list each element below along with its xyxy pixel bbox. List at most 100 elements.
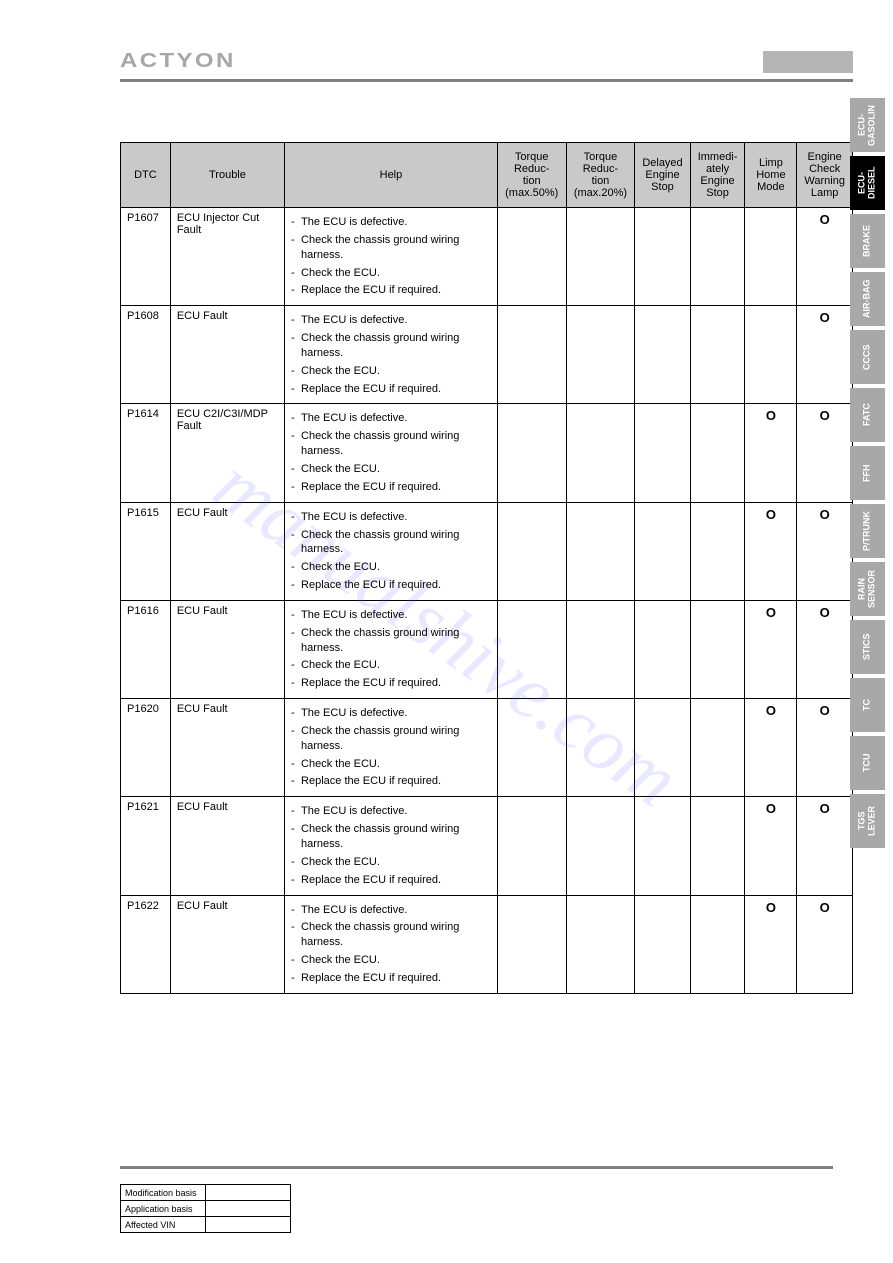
- trouble-cell: ECU Fault: [170, 895, 284, 993]
- help-item: Replace the ECU if required.: [291, 774, 491, 789]
- footer-table: Modification basisApplication basisAffec…: [120, 1184, 291, 1233]
- mark-cell: [497, 502, 566, 600]
- mark-cell: [566, 600, 635, 698]
- help-item: Check the chassis ground wiring harness.: [291, 429, 491, 459]
- side-tab[interactable]: TCU: [850, 736, 885, 790]
- column-header: DelayedEngineStop: [635, 143, 690, 208]
- help-item: Check the ECU.: [291, 855, 491, 870]
- mark-cell: [690, 600, 745, 698]
- help-item: The ECU is defective.: [291, 608, 491, 623]
- side-tab[interactable]: RAINSENSOR: [850, 562, 885, 616]
- footer-row: Modification basis: [121, 1185, 291, 1201]
- column-header: Immedi-atelyEngineStop: [690, 143, 745, 208]
- help-item: Check the chassis ground wiring harness.: [291, 920, 491, 950]
- side-tab[interactable]: ECU-DIESEL: [850, 156, 885, 210]
- dtc-cell: P1615: [121, 502, 171, 600]
- trouble-cell: ECU Fault: [170, 797, 284, 895]
- mark-cell: [497, 797, 566, 895]
- column-header: DTC: [121, 143, 171, 208]
- page: ACTYON manualshive.com DTCTroubleHelpTor…: [0, 0, 893, 1263]
- mark-cell: O: [745, 600, 797, 698]
- help-item: Check the ECU.: [291, 658, 491, 673]
- mark-cell: [497, 600, 566, 698]
- mark-cell: [566, 306, 635, 404]
- trouble-cell: ECU Fault: [170, 502, 284, 600]
- mark-cell: O: [797, 306, 853, 404]
- side-tab[interactable]: FATC: [850, 388, 885, 442]
- dtc-cell: P1620: [121, 699, 171, 797]
- help-item: The ECU is defective.: [291, 706, 491, 721]
- side-tab[interactable]: STICS: [850, 620, 885, 674]
- mark-cell: [635, 306, 690, 404]
- mark-cell: [635, 600, 690, 698]
- mark-cell: O: [797, 600, 853, 698]
- help-item: The ECU is defective.: [291, 313, 491, 328]
- mark-cell: [566, 404, 635, 502]
- help-item: Check the chassis ground wiring harness.: [291, 233, 491, 263]
- help-item: Check the chassis ground wiring harness.: [291, 331, 491, 361]
- side-tab[interactable]: TGSLEVER: [850, 794, 885, 848]
- help-item: Replace the ECU if required.: [291, 382, 491, 397]
- mark-cell: [566, 502, 635, 600]
- dtc-table: DTCTroubleHelpTorqueReduc-tion(max.50%)T…: [120, 142, 853, 994]
- mark-cell: [690, 306, 745, 404]
- mark-cell: O: [745, 404, 797, 502]
- trouble-cell: ECU Fault: [170, 699, 284, 797]
- help-item: Check the chassis ground wiring harness.: [291, 528, 491, 558]
- table-row: P1615ECU Fault The ECU is defective. Check…: [121, 502, 853, 600]
- side-tab[interactable]: CCCS: [850, 330, 885, 384]
- side-tab[interactable]: AIR-BAG: [850, 272, 885, 326]
- mark-cell: [497, 208, 566, 306]
- side-tab[interactable]: ECU-GASOLIN: [850, 98, 885, 152]
- header-divider: [120, 79, 853, 82]
- help-cell: The ECU is defective.Check the chassis g…: [285, 895, 498, 993]
- help-item: Check the chassis ground wiring harness.: [291, 822, 491, 852]
- dtc-cell: P1616: [121, 600, 171, 698]
- help-item: Replace the ECU if required.: [291, 971, 491, 986]
- mark-cell: [635, 895, 690, 993]
- side-tab[interactable]: FFH: [850, 446, 885, 500]
- table-row: P1616ECU FaultThe ECU is defective.Check…: [121, 600, 853, 698]
- mark-cell: O: [745, 699, 797, 797]
- column-header: LimpHomeMode: [745, 143, 797, 208]
- help-item: Check the chassis ground wiring harness.: [291, 724, 491, 754]
- mark-cell: O: [797, 208, 853, 306]
- mark-cell: [690, 895, 745, 993]
- help-item: Check the chassis ground wiring harness.: [291, 626, 491, 656]
- help-item: Check the ECU.: [291, 560, 491, 575]
- mark-cell: [690, 797, 745, 895]
- mark-cell: [635, 404, 690, 502]
- help-cell: The ECU is defective. Check the chassis g…: [285, 699, 498, 797]
- dtc-cell: P1607: [121, 208, 171, 306]
- help-item: The ECU is defective.: [291, 510, 491, 525]
- mark-cell: [566, 797, 635, 895]
- table-row: P1614ECU C2I/C3I/MDP FaultThe ECU is def…: [121, 404, 853, 502]
- help-item: Replace the ECU if required.: [291, 873, 491, 888]
- dtc-cell: P1614: [121, 404, 171, 502]
- footer-label: Modification basis: [121, 1185, 206, 1201]
- mark-cell: [690, 699, 745, 797]
- mark-cell: [745, 208, 797, 306]
- trouble-cell: ECU C2I/C3I/MDP Fault: [170, 404, 284, 502]
- footer-area: Modification basisApplication basisAffec…: [120, 1166, 833, 1233]
- mark-cell: O: [745, 895, 797, 993]
- table-row: P1620ECU Fault The ECU is defective. Check…: [121, 699, 853, 797]
- mark-cell: [690, 502, 745, 600]
- column-header: EngineCheckWarningLamp: [797, 143, 853, 208]
- side-tab[interactable]: BRAKE: [850, 214, 885, 268]
- mark-cell: [497, 306, 566, 404]
- footer-value: [206, 1217, 291, 1233]
- trouble-cell: ECU Fault: [170, 306, 284, 404]
- mark-cell: O: [745, 502, 797, 600]
- mark-cell: [635, 208, 690, 306]
- help-item: Replace the ECU if required.: [291, 676, 491, 691]
- help-item: Check the ECU.: [291, 757, 491, 772]
- table-row: P1621ECU FaultThe ECU is defective.Check…: [121, 797, 853, 895]
- help-item: Check the ECU.: [291, 953, 491, 968]
- side-tab[interactable]: P/TRUNK: [850, 504, 885, 558]
- help-cell: The ECU is defective. Check the chassis g…: [285, 600, 498, 698]
- mark-cell: [745, 306, 797, 404]
- dtc-cell: P1622: [121, 895, 171, 993]
- table-row: P1607ECU Injector Cut FaultThe ECU is de…: [121, 208, 853, 306]
- side-tab[interactable]: TC: [850, 678, 885, 732]
